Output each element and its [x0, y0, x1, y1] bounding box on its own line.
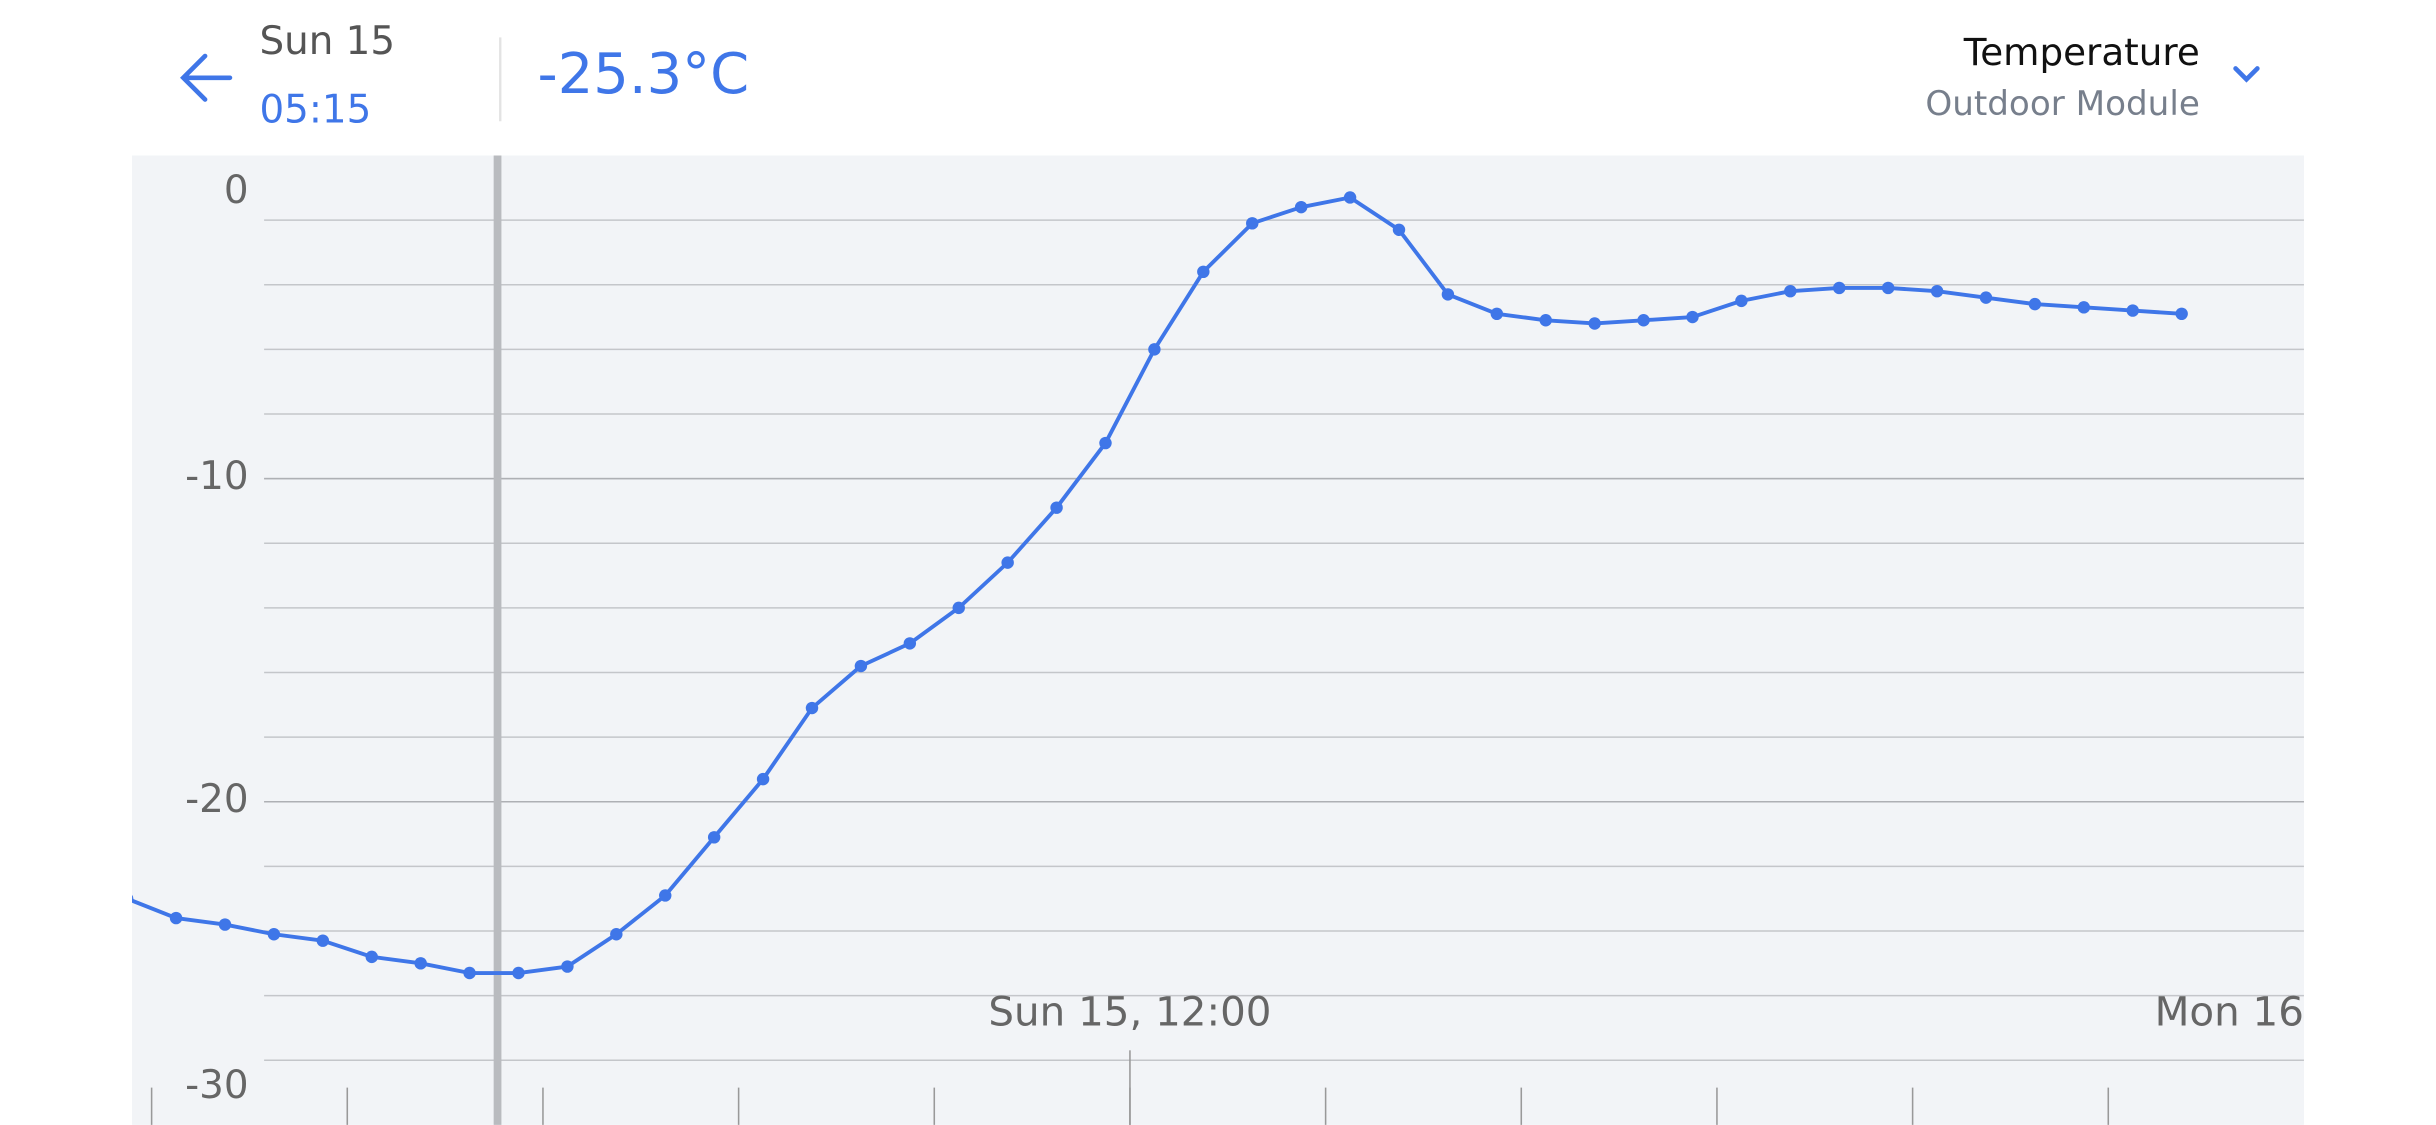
point [2077, 301, 2091, 314]
point [463, 966, 476, 980]
point [365, 950, 378, 964]
point [512, 966, 525, 980]
module: Outdoor Module [1925, 84, 2200, 124]
point [218, 918, 232, 931]
y-tick-label: 0 [224, 168, 249, 213]
point [169, 911, 183, 925]
time: 05:15 [259, 87, 371, 132]
point [2175, 307, 2188, 321]
point [1637, 314, 1650, 327]
y-tick-label: -10 [185, 454, 248, 499]
point [132, 894, 134, 903]
point [1099, 436, 1112, 450]
point [1979, 291, 1993, 304]
series [132, 191, 2188, 980]
dropdown-chevron[interactable] [2233, 66, 2260, 83]
point [707, 831, 721, 844]
point [756, 772, 770, 786]
point [1343, 191, 1357, 204]
point [316, 934, 330, 947]
point [1735, 294, 1748, 308]
point [1686, 310, 1699, 324]
point [854, 659, 868, 673]
point [805, 701, 819, 715]
point [2126, 304, 2139, 317]
point [1050, 501, 1063, 514]
y-tick-label: -20 [185, 777, 248, 822]
point [1197, 265, 1210, 279]
point [1833, 281, 1846, 295]
point [414, 957, 427, 970]
point [1881, 281, 1895, 295]
point [1392, 223, 1406, 237]
point [2028, 297, 2042, 311]
back-button[interactable] [180, 53, 233, 102]
x-tick-label: Mon 16 [2155, 989, 2304, 1036]
point [267, 928, 281, 941]
point [610, 928, 623, 941]
point [1490, 307, 1504, 321]
point [1930, 284, 1944, 298]
point [1148, 343, 1161, 356]
y-tick-label: -30 [185, 1063, 248, 1108]
reading: -25.3°C [538, 42, 750, 107]
point [1784, 284, 1797, 298]
point [903, 637, 917, 650]
x-tick-label: Sun 15, 12:00 [988, 989, 1271, 1036]
point [1294, 200, 1308, 214]
point [561, 960, 574, 973]
point [1441, 288, 1455, 301]
point [1001, 556, 1014, 569]
date: Sun 15 [259, 19, 395, 64]
point [659, 889, 672, 902]
point [1246, 217, 1259, 230]
metric[interactable]: Temperature [1963, 30, 2200, 74]
point [1539, 314, 1552, 327]
point [1588, 317, 1601, 330]
point [952, 601, 965, 615]
chart: 0 -10 -20 -30 Sun 15, 12:00 Mon 16 [132, 155, 2304, 1125]
plot-area [132, 155, 2304, 1125]
